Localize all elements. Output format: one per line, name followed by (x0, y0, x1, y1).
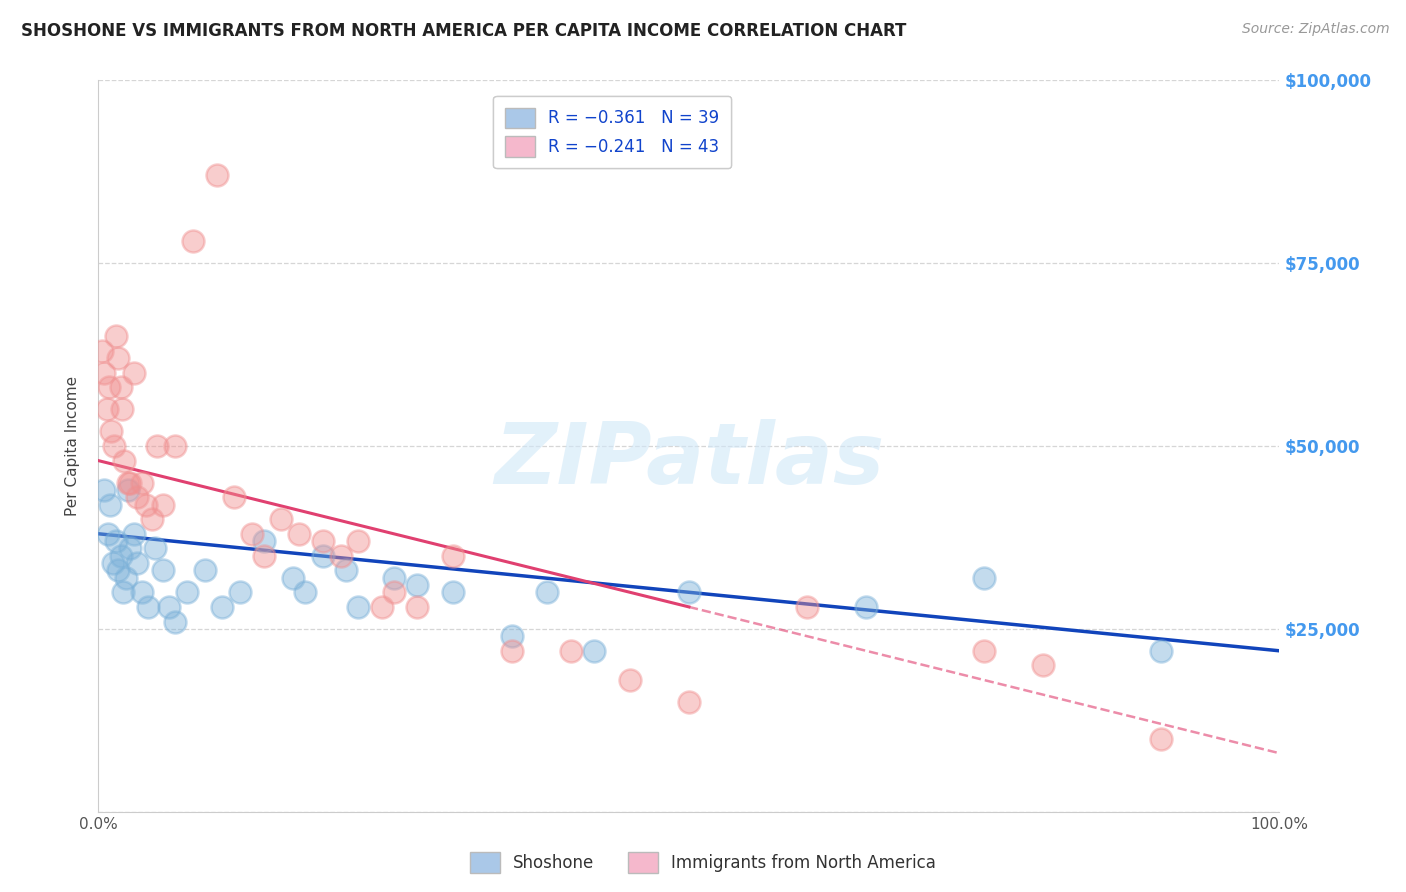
Point (382, 585, 405, 599)
Text: SHOSHONE VS IMMIGRANTS FROM NORTH AMERICA PER CAPITA INCOME CORRELATION CHART: SHOSHONE VS IMMIGRANTS FROM NORTH AMERIC… (21, 22, 907, 40)
Point (131, 585, 153, 599)
Point (120, 475, 142, 490)
Point (141, 512, 163, 526)
Point (583, 644, 606, 658)
Point (136, 599, 159, 614)
Point (406, 578, 429, 592)
Point (120, 541, 142, 556)
Point (131, 475, 153, 490)
Point (105, 534, 128, 549)
Point (371, 599, 394, 614)
Point (796, 599, 818, 614)
Point (441, 549, 464, 563)
Point (329, 549, 352, 563)
Point (347, 534, 370, 549)
Point (165, 439, 187, 453)
Point (111, 402, 134, 417)
Point (1150, 731, 1173, 746)
Point (135, 498, 157, 512)
Point (181, 234, 204, 248)
Point (100, 425, 122, 439)
Point (335, 563, 357, 577)
Text: ZIPatlas: ZIPatlas (494, 419, 884, 502)
Point (122, 526, 145, 541)
Point (501, 644, 523, 658)
Point (973, 644, 995, 658)
Point (165, 615, 187, 629)
Point (98, 380, 121, 394)
Point (91, 343, 114, 358)
Point (110, 549, 132, 563)
Point (288, 526, 311, 541)
Point (107, 563, 129, 577)
Point (312, 534, 335, 549)
Point (1150, 644, 1173, 658)
Text: Source: ZipAtlas.com: Source: ZipAtlas.com (1241, 22, 1389, 37)
Point (240, 526, 263, 541)
Point (152, 498, 174, 512)
Point (146, 439, 169, 453)
Point (406, 599, 429, 614)
Point (117, 475, 139, 490)
Point (283, 571, 305, 585)
Point (194, 563, 217, 577)
Point (103, 439, 125, 453)
Point (143, 541, 166, 556)
Point (105, 329, 128, 343)
Point (211, 599, 233, 614)
Point (224, 490, 246, 504)
Point (1032, 658, 1054, 673)
Point (157, 599, 180, 614)
Point (855, 599, 877, 614)
Point (96, 402, 118, 417)
Point (312, 549, 335, 563)
Point (253, 549, 276, 563)
Point (973, 571, 995, 585)
Point (152, 563, 174, 577)
Point (93, 483, 115, 497)
Point (176, 585, 198, 599)
Point (98, 498, 121, 512)
Point (114, 571, 136, 585)
Point (93, 366, 115, 380)
Y-axis label: Per Capita Income: Per Capita Income (65, 376, 80, 516)
Point (229, 585, 252, 599)
Legend: Shoshone, Immigrants from North America: Shoshone, Immigrants from North America (463, 846, 943, 880)
Point (270, 512, 292, 526)
Point (441, 585, 464, 599)
Point (678, 695, 700, 709)
Point (205, 169, 228, 183)
Legend: R = −0.361   N = 39, R = −0.241   N = 43: R = −0.361 N = 39, R = −0.241 N = 43 (494, 96, 731, 169)
Point (110, 380, 132, 394)
Point (97, 526, 120, 541)
Point (382, 571, 405, 585)
Point (127, 556, 149, 570)
Point (117, 483, 139, 497)
Point (112, 585, 135, 599)
Point (294, 585, 316, 599)
Point (112, 453, 135, 467)
Point (347, 599, 370, 614)
Point (501, 629, 523, 643)
Point (107, 351, 129, 366)
Point (619, 673, 641, 687)
Point (122, 366, 145, 380)
Point (536, 585, 558, 599)
Point (560, 644, 582, 658)
Point (678, 585, 700, 599)
Point (253, 534, 276, 549)
Point (127, 490, 149, 504)
Point (101, 556, 124, 570)
